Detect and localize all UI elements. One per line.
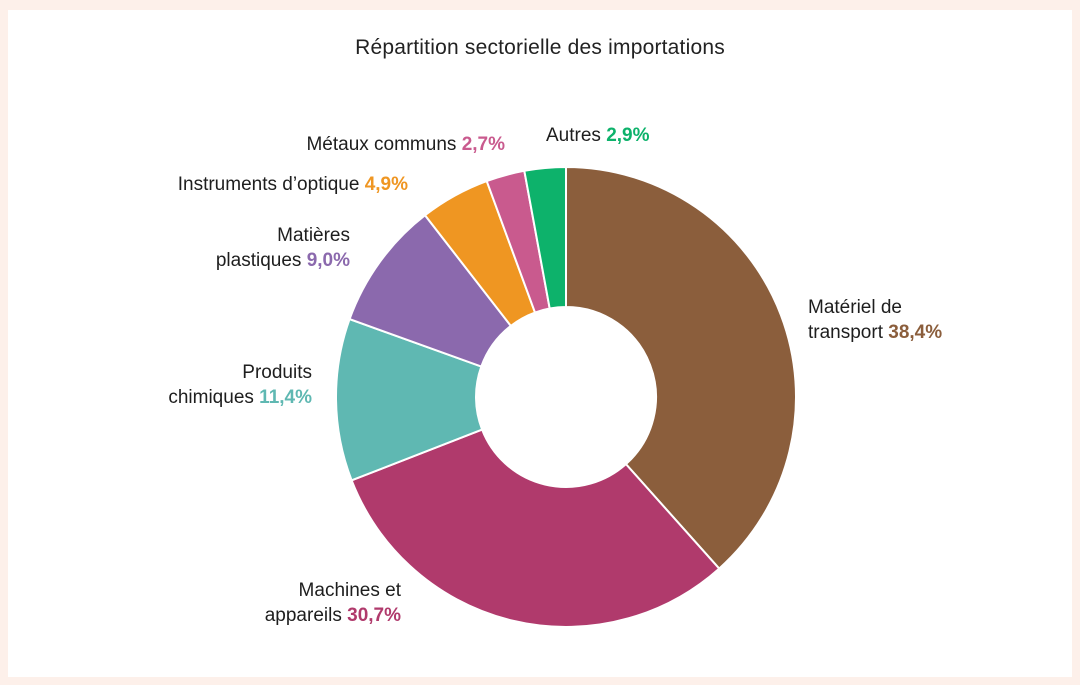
slice-label-text: Machines et	[299, 580, 402, 601]
slice-2	[350, 428, 721, 628]
slice-value-label: 30,7%	[347, 605, 401, 626]
chart-panel: Répartition sectorielle des importations…	[8, 10, 1072, 677]
slice-label-text: appareils	[265, 605, 347, 626]
slice-value-label: 4,9%	[365, 174, 408, 195]
slice-label-2: Machines et appareils 30,7%	[265, 580, 402, 626]
slice-label-text: Matériel de	[808, 297, 902, 318]
slice-label-text: Matières	[277, 225, 350, 246]
slice-value-label: 9,0%	[307, 250, 350, 271]
slice-label-text: Autres	[546, 125, 606, 146]
donut-chart: Matériel de transport 38,4% Machines et app…	[168, 125, 942, 628]
labels-group: Matériel de transport 38,4% Machines et app…	[168, 125, 942, 626]
slice-label-text: chimiques	[168, 387, 259, 408]
slice-value-label: 2,7%	[462, 134, 505, 155]
slice-value-label: 11,4%	[259, 387, 312, 408]
slice-value-label: 38,4%	[888, 322, 942, 343]
slice-3	[335, 317, 484, 482]
chart-title: Répartition sectorielle des importations	[355, 36, 725, 59]
slice-value-label: 2,9%	[606, 125, 649, 146]
slice-label-5: Instruments d’optique 4,9%	[178, 174, 408, 195]
slice-label-text: plastiques	[216, 250, 307, 271]
slice-label-7: Autres 2,9%	[546, 125, 650, 146]
slice-label-3: Produits chimiques 11,4%	[168, 362, 312, 408]
slice-1	[565, 165, 797, 570]
slice-label-text: Produits	[242, 362, 312, 383]
slice-label-6: Métaux communs 2,7%	[306, 134, 505, 155]
slice-label-text: Instruments d’optique	[178, 174, 365, 195]
slice-label-text: transport	[808, 322, 888, 343]
slice-label-1: Matériel de transport 38,4%	[808, 297, 942, 343]
slice-7	[523, 165, 567, 310]
slice-label-4: Matières plastiques 9,0%	[216, 225, 350, 271]
slice-label-text: Métaux communs	[306, 134, 461, 155]
slices-group	[335, 165, 797, 628]
